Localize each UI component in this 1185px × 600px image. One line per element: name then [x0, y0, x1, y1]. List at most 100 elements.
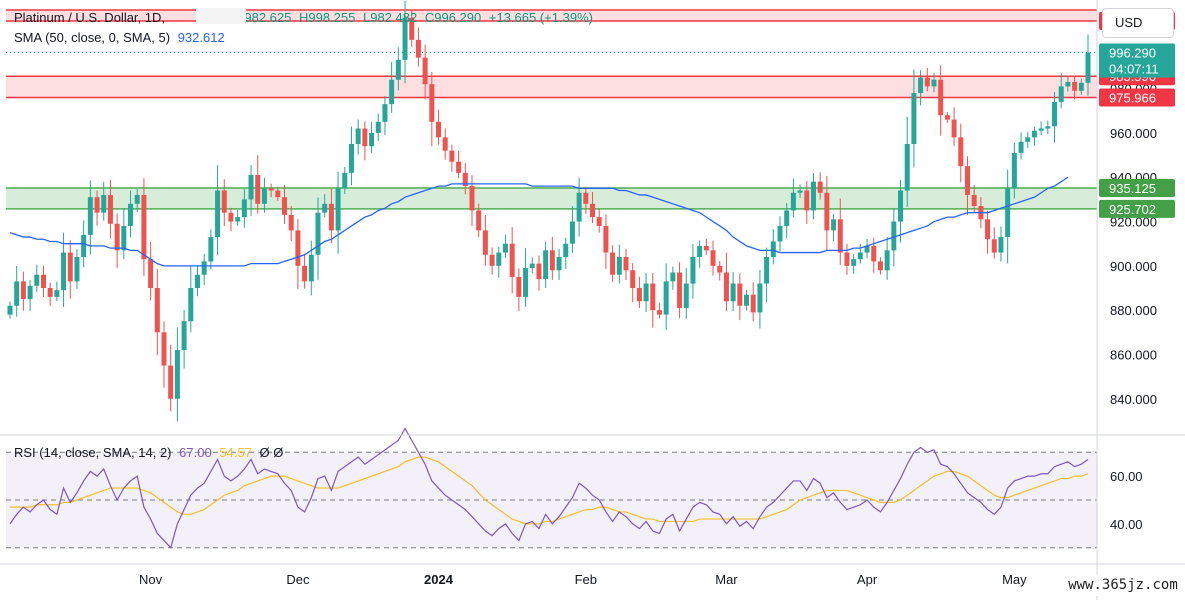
candle-body	[409, 17, 415, 40]
candle-body	[101, 194, 107, 213]
candle-body	[837, 219, 843, 253]
zones-layer	[6, 9, 1097, 210]
candle-body	[924, 77, 930, 87]
candle-body	[757, 283, 763, 313]
candle-body	[690, 256, 696, 284]
candle-body	[268, 188, 274, 191]
candle-body	[1038, 128, 1044, 131]
candle-body	[744, 294, 750, 306]
legend-logo-mask	[196, 8, 246, 24]
candle-body	[1031, 130, 1037, 138]
candle-body	[456, 161, 462, 173]
candle-body	[918, 77, 924, 94]
candle-body	[282, 197, 288, 215]
candle-body	[871, 245, 877, 262]
candle-body	[797, 190, 803, 193]
candle-body	[636, 288, 642, 302]
candle-body	[328, 203, 334, 231]
candle-body	[168, 365, 174, 399]
zone-support-2	[6, 188, 1097, 209]
candle-body	[442, 137, 448, 151]
candles-layer	[7, 1, 1091, 422]
candle-body	[194, 274, 200, 288]
candle-body	[208, 237, 214, 262]
candle-body	[556, 256, 562, 271]
candle-body	[322, 203, 328, 213]
candle-body	[991, 239, 997, 253]
price-tick-label: 840.000	[1110, 392, 1157, 407]
rsi-ma-line	[10, 456, 1089, 525]
candle-body	[201, 261, 207, 275]
candle-body	[998, 237, 1004, 253]
rsi-extra: Ø Ø	[259, 445, 284, 460]
candle-body	[951, 119, 957, 138]
candle-body	[958, 137, 964, 167]
rsi-tick-label: 60.00	[1110, 469, 1143, 484]
candle-body	[891, 221, 897, 251]
candle-body	[804, 190, 810, 211]
time-tick-label: Feb	[575, 572, 597, 587]
rsi-line	[9, 427, 1089, 549]
zone-resistance-0	[6, 9, 1097, 22]
rsi-label[interactable]: RSI (14, close, SMA, 14, 2)	[14, 445, 172, 460]
currency-button[interactable]: USD	[1102, 8, 1174, 38]
candle-body	[851, 259, 857, 266]
zone-resistance-1	[6, 76, 1097, 98]
zone-label-mid-low: 975.966	[1109, 91, 1156, 106]
candle-body	[864, 245, 870, 253]
sma-value: 932.612	[177, 30, 225, 45]
zone-label-support-high-bg	[1099, 179, 1175, 198]
candle-body	[931, 79, 937, 87]
candle-body	[215, 190, 221, 238]
candle-body	[235, 217, 241, 222]
candle-body	[1025, 137, 1031, 142]
candle-body	[94, 197, 100, 213]
sma-label[interactable]: SMA (50, close, 0, SMA, 5)	[14, 30, 171, 45]
candle-body	[20, 281, 26, 300]
candle-body	[790, 192, 796, 211]
candle-body	[255, 175, 261, 204]
candle-body	[449, 150, 455, 162]
candle-body	[221, 190, 227, 213]
candle-body	[462, 172, 468, 187]
candle-body	[817, 181, 823, 193]
candle-body	[569, 221, 575, 244]
zone-label-support-low: 925.702	[1109, 202, 1156, 217]
legend-symbol[interactable]: Platinum / U.S. Dollar, 1D,	[14, 10, 165, 25]
candle-body	[536, 263, 542, 280]
candle-body	[174, 350, 180, 399]
candle-body	[275, 190, 281, 198]
candle-body	[650, 283, 656, 311]
zone-label-mid-low-bg	[1099, 88, 1175, 107]
candle-body	[985, 219, 991, 240]
candle-body	[502, 243, 508, 253]
candle-body	[717, 265, 723, 273]
candle-body	[529, 263, 535, 269]
price-tick-label: 900.000	[1110, 259, 1157, 274]
candle-body	[87, 197, 93, 235]
candle-body	[295, 230, 301, 266]
candle-body	[1072, 81, 1078, 91]
candle-body	[134, 194, 140, 204]
watermark-text: www.365jz.com	[1062, 574, 1184, 596]
candle-body	[563, 243, 569, 257]
candle-body	[1052, 101, 1058, 127]
legend-low: L982.482	[363, 10, 418, 25]
last-price-label: 996.290	[1109, 46, 1156, 61]
candle-body	[590, 203, 596, 218]
candle-body	[911, 93, 917, 144]
candle-body	[777, 225, 783, 242]
candle-body	[476, 210, 482, 231]
time-tick-label: May	[1002, 572, 1027, 587]
price-tick-label: 860.000	[1110, 347, 1157, 362]
candle-body	[656, 310, 662, 315]
candle-body	[107, 194, 113, 224]
candle-body	[355, 128, 361, 144]
time-tick-label: 2024	[424, 572, 454, 587]
candle-body	[1085, 52, 1091, 83]
candle-body	[74, 256, 80, 282]
candle-body	[1078, 82, 1084, 91]
candle-body	[188, 288, 194, 322]
